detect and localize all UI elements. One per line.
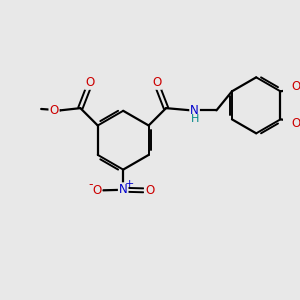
Text: H: H — [190, 114, 199, 124]
Text: O: O — [50, 104, 59, 117]
Text: N: N — [190, 104, 199, 117]
Text: O: O — [291, 117, 300, 130]
Text: O: O — [92, 184, 101, 197]
Text: O: O — [145, 184, 154, 197]
Text: +: + — [125, 178, 134, 189]
Text: -: - — [88, 178, 93, 191]
Text: O: O — [85, 76, 94, 89]
Text: O: O — [152, 76, 161, 89]
Text: N: N — [119, 183, 128, 196]
Text: O: O — [291, 80, 300, 93]
